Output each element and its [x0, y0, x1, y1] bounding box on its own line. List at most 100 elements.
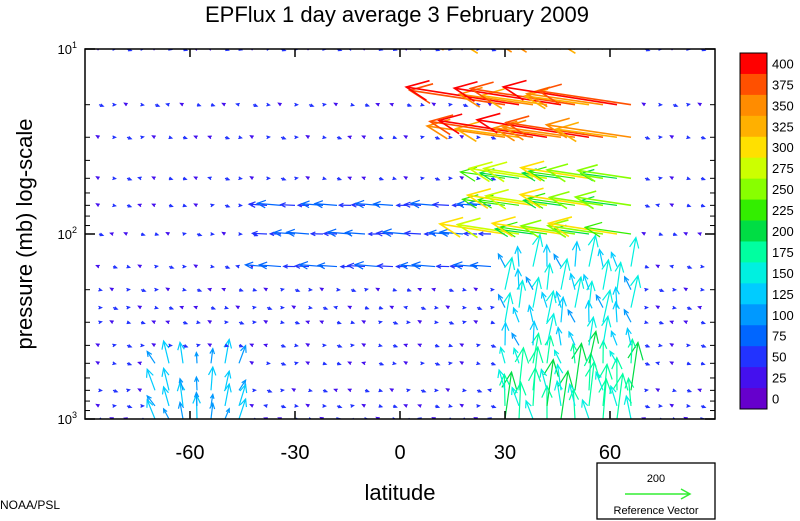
flux-vector-head	[211, 306, 217, 310]
flux-vector	[469, 167, 534, 180]
flux-vector-head	[209, 393, 215, 399]
flux-vector-head	[501, 119, 527, 141]
flux-vector	[569, 384, 576, 407]
flux-vector-head	[263, 404, 268, 408]
flux-vector	[224, 339, 230, 364]
flux-vector-head	[112, 135, 117, 140]
flux-vector-head	[207, 287, 212, 292]
flux-vector-head	[183, 135, 188, 140]
flux-vector	[274, 231, 296, 235]
flux-vector	[210, 403, 214, 419]
flux-vector-head	[207, 320, 212, 324]
flux-vector-head	[403, 404, 408, 408]
flux-vector-head	[491, 361, 497, 366]
flux-vector-head	[404, 79, 430, 101]
flux-vector	[615, 287, 618, 308]
flux-vector-head	[239, 321, 245, 325]
flux-vector-head	[544, 117, 570, 139]
flux-vector-head	[497, 252, 504, 260]
flux-vector-head	[361, 176, 366, 181]
flux-vector-head	[169, 265, 175, 269]
flux-vector-head	[673, 103, 679, 108]
flux-vector	[556, 381, 562, 407]
flux-vector-head	[570, 342, 578, 352]
flux-vector-head	[687, 265, 693, 269]
flux-vector	[511, 387, 520, 407]
flux-vector-head	[182, 203, 188, 208]
flux-vector-head	[378, 343, 383, 348]
flux-vector-head	[305, 176, 310, 180]
flux-vector	[575, 196, 632, 207]
flux-vector-head	[573, 275, 585, 289]
flux-vector	[224, 370, 230, 391]
flux-vector-head	[281, 49, 287, 52]
flux-vector-head	[455, 200, 465, 209]
flux-vector	[532, 234, 541, 267]
colorbar-swatch	[740, 53, 767, 75]
flux-vector	[626, 328, 632, 346]
flux-vector-head	[193, 203, 198, 207]
flux-vector-head	[641, 417, 646, 419]
flux-vector-head	[109, 417, 114, 419]
flux-vector-head	[598, 362, 613, 380]
flux-vector-head	[448, 361, 453, 366]
flux-vector-head	[367, 231, 373, 237]
flux-vector-head	[459, 343, 464, 348]
flux-vector-head	[528, 166, 547, 182]
flux-vector-head	[165, 320, 170, 325]
credit-text: NOAA/PSL	[0, 498, 60, 512]
flux-vector	[163, 386, 170, 407]
flux-vector	[520, 225, 576, 235]
flux-vector-head	[669, 343, 674, 347]
flux-vector	[524, 95, 590, 106]
flux-vector	[602, 290, 611, 323]
flux-vector-head	[497, 293, 504, 301]
flux-vector-head	[686, 404, 691, 408]
flux-vector-head	[161, 366, 170, 377]
flux-vector-head	[379, 176, 385, 181]
flux-vector-head	[337, 404, 343, 409]
flux-vector-head	[417, 404, 422, 408]
flux-vector-head	[392, 287, 398, 292]
flux-vector	[583, 49, 589, 50]
flux-vector-head	[250, 230, 258, 237]
flux-vector-head	[655, 361, 660, 366]
flux-vector-head	[451, 203, 457, 208]
flux-vector	[627, 378, 632, 406]
flux-vector-head	[109, 232, 114, 236]
flux-vector-head	[137, 361, 142, 366]
flux-vector	[146, 395, 156, 407]
flux-vector-head	[238, 135, 243, 140]
reference-arrow-head	[680, 488, 692, 500]
flux-vector	[500, 347, 506, 364]
flux-vector	[616, 373, 624, 419]
flux-vector-head	[532, 233, 544, 248]
flux-vector	[429, 232, 450, 235]
flux-vector-head	[512, 306, 519, 314]
flux-vector-head	[207, 176, 212, 181]
flux-vector-head	[481, 161, 508, 183]
flux-vector-head	[409, 199, 420, 209]
flux-vector-head	[339, 264, 345, 269]
flux-vector	[280, 204, 296, 206]
flux-vector-head	[137, 176, 142, 181]
flux-vector-head	[554, 121, 580, 143]
flux-vector-head	[182, 232, 187, 236]
flux-vector-head	[347, 388, 352, 393]
flux-vector-head	[241, 378, 247, 385]
flux-vector-head	[566, 49, 576, 55]
flux-vector-head	[294, 176, 299, 181]
flux-vector-head	[575, 164, 598, 183]
flux-vector-head	[151, 135, 156, 139]
flux-vector	[195, 377, 198, 391]
flux-vector	[455, 127, 520, 139]
flux-vector-head	[431, 417, 436, 419]
flux-vector	[574, 343, 583, 391]
flux-vector-head	[531, 331, 542, 345]
flux-vector-head	[347, 135, 352, 140]
flux-vector-head	[431, 287, 436, 292]
flux-vector-head	[393, 343, 399, 348]
flux-vector	[498, 294, 506, 308]
flux-vector	[568, 331, 576, 346]
flux-vector-head	[378, 388, 384, 393]
